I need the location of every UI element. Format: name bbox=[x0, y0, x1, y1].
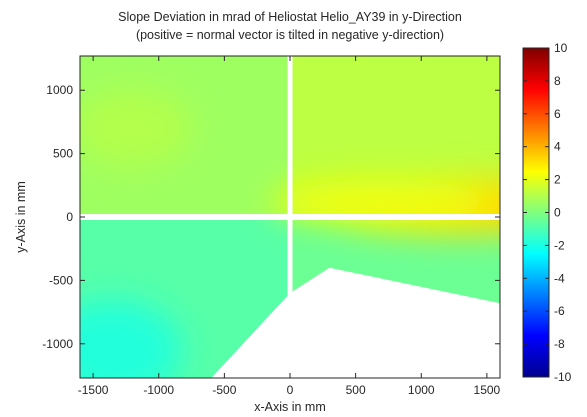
plot-area bbox=[80, 56, 500, 378]
missing-data-mask bbox=[80, 56, 500, 378]
x-tick-label: 1500 bbox=[474, 383, 501, 397]
y-tick-label: 1000 bbox=[46, 83, 73, 97]
slope-variation-blobs bbox=[80, 88, 500, 378]
x-tick-label: 0 bbox=[287, 383, 294, 397]
x-axis-label: x-Axis in mm bbox=[254, 400, 326, 414]
missing-region bbox=[211, 267, 500, 378]
x-tick-label: 500 bbox=[346, 383, 366, 397]
y-axis-ticks: -1000 -500 0 500 1000 bbox=[42, 83, 500, 351]
y-tick-label: -1000 bbox=[42, 337, 73, 351]
heatmap-field bbox=[80, 56, 500, 378]
horizontal-gap bbox=[80, 214, 500, 220]
colorbar-ticks: -10 -8 -6 -4 -2 0 2 4 6 8 10 bbox=[523, 41, 572, 384]
chart-title-line-1: Slope Deviation in mrad of Heliostat Hel… bbox=[118, 10, 462, 24]
x-axis-ticks: -1500 -1000 -500 0 500 1000 1500 bbox=[78, 56, 501, 397]
cool-spot bbox=[80, 300, 183, 378]
colorbar bbox=[522, 47, 550, 378]
colorbar-tick-label: 2 bbox=[554, 173, 561, 187]
colorbar-tick-label: -10 bbox=[554, 370, 572, 384]
y-tick-label: 500 bbox=[53, 147, 73, 161]
colorbar-tick-label: -8 bbox=[554, 337, 565, 351]
colorbar-tick-label: -4 bbox=[554, 271, 565, 285]
x-tick-label: -1000 bbox=[143, 383, 174, 397]
colorbar-tick-label: 4 bbox=[554, 140, 561, 154]
y-tick-label: 0 bbox=[66, 210, 73, 224]
warm-band bbox=[271, 179, 492, 224]
colorbar-tick-label: 8 bbox=[554, 74, 561, 88]
colorbar-tick-label: 10 bbox=[554, 41, 568, 55]
warm-patch bbox=[80, 88, 193, 169]
colorbar-tick-label: 6 bbox=[554, 107, 561, 121]
x-tick-label: -1500 bbox=[78, 383, 109, 397]
y-tick-label: -500 bbox=[49, 273, 73, 287]
x-tick-label: -500 bbox=[212, 383, 236, 397]
chart-title-line-2: (positive = normal vector is tilted in n… bbox=[136, 28, 444, 42]
colorbar-tick-label: -2 bbox=[554, 238, 565, 252]
colorbar-tick-label: 0 bbox=[554, 206, 561, 220]
colorbar-tick-label: -6 bbox=[554, 304, 565, 318]
x-tick-label: 1000 bbox=[408, 383, 435, 397]
y-axis-label: y-Axis in mm bbox=[14, 181, 28, 253]
